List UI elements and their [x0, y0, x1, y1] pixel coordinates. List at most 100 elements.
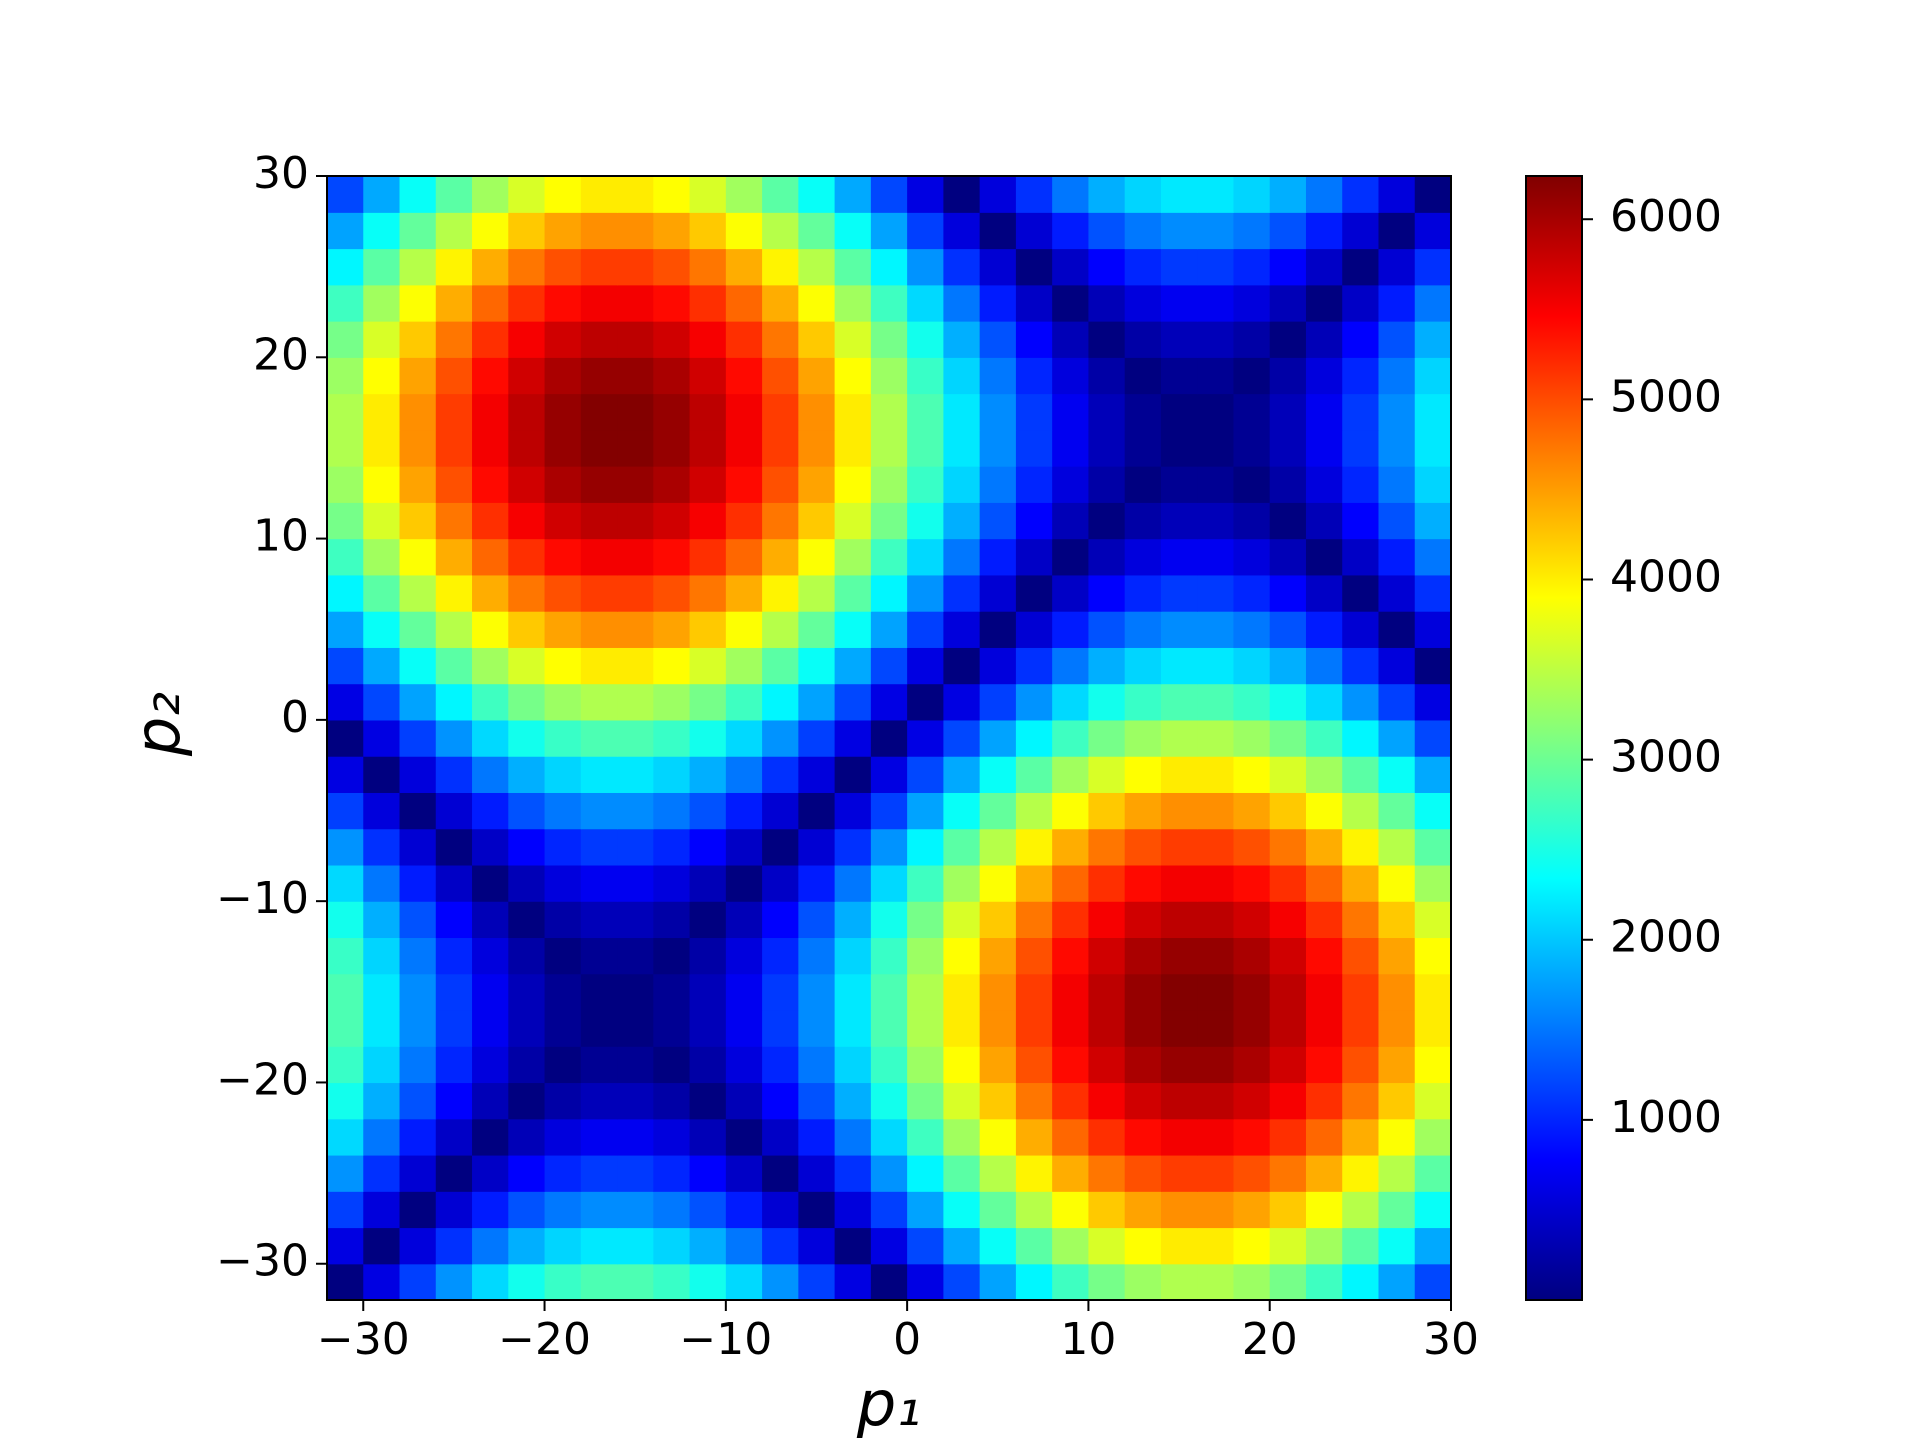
- heatmap-cell: [834, 284, 872, 322]
- heatmap-cell: [1160, 973, 1198, 1011]
- heatmap-cell: [1414, 611, 1452, 648]
- heatmap-cell: [1124, 1009, 1162, 1047]
- heatmap-cell: [979, 429, 1017, 467]
- heatmap-cell: [798, 1082, 836, 1120]
- heatmap-cell: [1414, 1191, 1452, 1229]
- heatmap-cell: [1197, 1082, 1235, 1120]
- heatmap-cell: [979, 719, 1017, 757]
- heatmap-cell: [1197, 1263, 1235, 1301]
- heatmap-cell: [472, 176, 509, 213]
- heatmap-cell: [1052, 719, 1090, 757]
- heatmap-cell: [907, 1263, 944, 1301]
- heatmap-cell: [1414, 937, 1452, 975]
- heatmap-cell: [363, 466, 401, 503]
- heatmap-cell: [1088, 393, 1126, 431]
- heatmap-cell: [1378, 719, 1416, 757]
- heatmap-cell: [363, 538, 401, 576]
- heatmap-cell: [435, 284, 473, 322]
- heatmap-cell: [1197, 284, 1235, 322]
- heatmap-cell: [1378, 284, 1416, 322]
- heatmap-cell: [508, 1191, 546, 1229]
- heatmap-cell: [762, 647, 799, 685]
- heatmap-cell: [1015, 466, 1053, 503]
- heatmap-cell: [725, 357, 763, 395]
- heatmap-cell: [907, 973, 944, 1011]
- heatmap-cell: [653, 284, 691, 322]
- heatmap-cell: [1088, 212, 1126, 250]
- heatmap-cell: [508, 1227, 546, 1265]
- heatmap-cell: [1342, 248, 1380, 286]
- heatmap-cell: [472, 284, 509, 322]
- heatmap-cell: [1015, 864, 1053, 902]
- heatmap-cell: [544, 357, 582, 395]
- heatmap-cell: [1160, 1154, 1198, 1192]
- heatmap-cell: [435, 502, 473, 540]
- heatmap-cell: [508, 864, 546, 902]
- heatmap-cell: [580, 1046, 618, 1084]
- heatmap-cell: [653, 1009, 691, 1047]
- heatmap-cell: [435, 756, 473, 793]
- heatmap-cell: [1088, 611, 1126, 648]
- heatmap-cell: [580, 611, 618, 648]
- heatmap-cell: [399, 973, 437, 1011]
- heatmap-cell: [1052, 429, 1090, 467]
- heatmap-cell: [1124, 828, 1162, 866]
- y-tick-label: 10: [253, 511, 309, 562]
- heatmap-cell: [1124, 321, 1162, 358]
- heatmap-cell: [1342, 864, 1380, 902]
- y-tick-label: 20: [253, 329, 309, 380]
- heatmap-cell: [689, 901, 727, 939]
- heatmap-cell: [653, 393, 691, 431]
- heatmap-cell: [508, 1046, 546, 1084]
- heatmap-cell: [689, 538, 727, 576]
- heatmap-cell: [798, 1046, 836, 1084]
- heatmap-cell: [870, 429, 908, 467]
- heatmap-cell: [544, 1009, 582, 1047]
- heatmap-cell: [762, 321, 799, 358]
- heatmap-cell: [327, 1046, 364, 1084]
- heatmap-cell: [834, 756, 872, 793]
- heatmap-cell: [1233, 393, 1271, 431]
- heatmap-cell: [1197, 864, 1235, 902]
- heatmap-cell: [653, 719, 691, 757]
- heatmap-cell: [798, 357, 836, 395]
- heatmap-cell: [327, 647, 364, 685]
- heatmap-cell: [544, 647, 582, 685]
- heatmap-cell: [1305, 393, 1343, 431]
- heatmap-cell: [943, 1118, 981, 1156]
- heatmap-cell: [1378, 212, 1416, 250]
- heatmap-cell: [435, 429, 473, 467]
- heatmap-cell: [979, 1082, 1017, 1120]
- heatmap-cell: [1233, 756, 1271, 793]
- heatmap-cell: [1015, 611, 1053, 648]
- heatmap-cell: [762, 574, 799, 612]
- heatmap-cell: [943, 212, 981, 250]
- heatmap-cell: [1305, 611, 1343, 648]
- heatmap-cell: [580, 1118, 618, 1156]
- heatmap-cell: [544, 864, 582, 902]
- heatmap-cell: [1015, 284, 1053, 322]
- heatmap-cell: [1197, 901, 1235, 939]
- heatmap-cell: [1342, 1191, 1380, 1229]
- heatmap-cell: [1269, 502, 1307, 540]
- heatmap-cell: [544, 1046, 582, 1084]
- heatmap-cell: [544, 574, 582, 612]
- heatmap-cell: [1160, 792, 1198, 830]
- heatmap-cell: [363, 429, 401, 467]
- x-tick-label: 10: [1060, 1314, 1116, 1365]
- heatmap-cell: [399, 1191, 437, 1229]
- heatmap-cell: [617, 683, 654, 721]
- heatmap-cell: [1269, 1082, 1307, 1120]
- heatmap-cell: [1088, 719, 1126, 757]
- heatmap-cell: [1124, 502, 1162, 540]
- heatmap-cell: [870, 248, 908, 286]
- heatmap-cell: [544, 284, 582, 322]
- heatmap-cell: [399, 1082, 437, 1120]
- heatmap-cell: [580, 1009, 618, 1047]
- heatmap-cell: [1269, 1046, 1307, 1084]
- heatmap-cell: [363, 647, 401, 685]
- heatmap-cell: [1160, 1227, 1198, 1265]
- heatmap-cell: [1342, 719, 1380, 757]
- heatmap-cell: [725, 502, 763, 540]
- heatmap-cell: [1160, 248, 1198, 286]
